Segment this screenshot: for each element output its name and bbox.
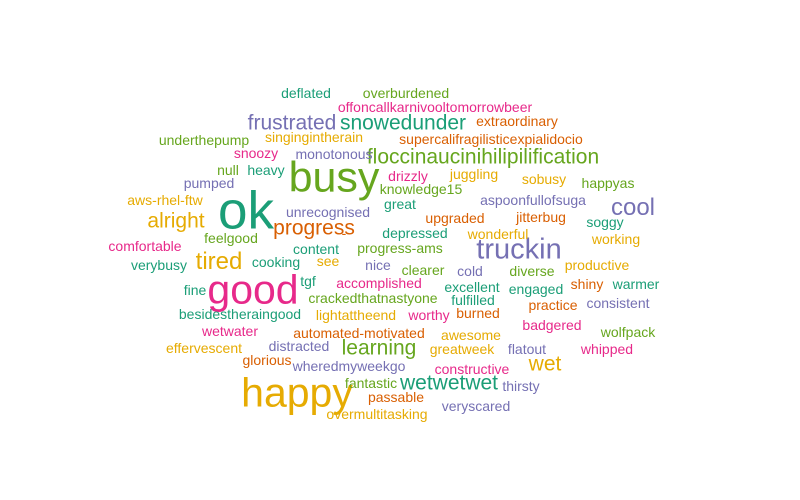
cloud-word: sobusy [521,171,567,187]
cloud-word: learning [341,336,417,360]
cloud-word: distracted [268,338,330,354]
cloud-word: busy [288,153,380,202]
cloud-word: passable [367,389,425,405]
cloud-word: soggy [586,214,624,230]
cloud-word: knowledge15 [379,181,463,197]
cloud-word: ok [218,181,274,241]
cloud-word: truckin [476,233,562,266]
cloud-word: shiny [570,276,604,292]
cloud-word: offoncallkarnivooltomorrowbeer [337,99,533,115]
cloud-word: wetwetwet [399,371,499,395]
cloud-word: awesome [441,327,501,343]
cloud-word: overburdened [362,85,450,101]
cloud-word: progress-ams [357,240,443,256]
cloud-word: aspoonfullofsuga [480,192,586,208]
cloud-word: engaged [508,281,564,297]
cloud-word: snoozy [233,145,279,161]
cloud-word: singingintherain [264,129,364,145]
cloud-word: progress [273,216,355,240]
cloud-word: feelgood [204,230,258,246]
cloud-word: lightattheend [315,307,397,323]
cloud-word: null [217,162,239,178]
cloud-word: deflated [281,85,331,101]
cloud-word: tired [195,248,243,275]
cloud-word: alright [147,209,205,233]
cloud-word: tgf [300,273,316,289]
cloud-word: depressed [382,225,448,241]
cloud-word: floccinaucinihilipilification [366,145,600,169]
cloud-word: overmultitasking [326,406,428,422]
cloud-word: constructive [434,361,510,377]
cloud-word: heavy [247,162,285,178]
cloud-word: badgered [522,317,582,333]
cloud-word: besidestheraingood [178,306,302,322]
cloud-word: content [293,241,339,257]
cloud-word: unrecognised [285,204,371,220]
cloud-word: crackedthatnastyone [308,290,438,306]
cloud-word: working [591,231,641,247]
cloud-word: cool [610,194,656,221]
cloud-word: diverse [509,263,555,279]
cloud-word: frustrated [247,111,337,135]
cloud-word: extraordinary [476,113,558,129]
cloud-word: flatout [507,341,547,357]
cloud-word: juggling [449,166,499,182]
cloud-word: see [316,253,340,269]
cloud-word: fulfilled [451,292,495,308]
cloud-word: cooking [251,254,301,270]
cloud-word: wheredmyweekgo [292,358,406,374]
cloud-word: cold [457,263,483,279]
cloud-word: monotonous [295,146,373,162]
cloud-word: wetwater [201,323,259,339]
cloud-word: fantastic [344,375,398,391]
cloud-word: wolfpack [600,324,656,340]
cloud-word: wet [528,352,562,376]
cloud-word: snowedunder [339,111,467,135]
cloud-word: veryscared [441,398,511,414]
cloud-word: upgraded [425,210,485,226]
cloud-word: thirsty [502,378,540,394]
cloud-word: great [384,196,416,212]
cloud-word: worthy [408,307,450,323]
cloud-word: effervescent [165,340,243,356]
cloud-word: greatweek [429,341,495,357]
cloud-word: productive [564,257,630,273]
cloud-word: pumped [183,175,235,191]
cloud-word: verybusy [130,257,188,273]
cloud-word: warmer [612,276,660,292]
cloud-word: whipped [580,341,634,357]
cloud-word: - [341,225,347,241]
cloud-word: consistent [586,295,650,311]
cloud-word: excellent [444,279,500,295]
cloud-word: underthepump [158,132,250,148]
cloud-word: automated-motivated [293,325,425,341]
cloud-word: supercalifragilisticexpialidocio [399,131,583,147]
cloud-word: happyas [581,175,635,191]
cloud-word: good [207,266,299,313]
cloud-word: accomplished [336,275,422,291]
cloud-word: glorious [242,352,292,368]
cloud-word: comfortable [108,238,182,254]
cloud-word: burned [456,305,500,321]
cloud-word: drizzly [388,168,428,184]
cloud-word: jitterbug [516,209,566,225]
cloud-word: happy [241,369,353,416]
cloud-word: wonderful [467,226,529,242]
cloud-word: nice [365,257,391,273]
cloud-word: clearer [401,262,445,278]
cloud-word: practice [528,297,578,313]
cloud-word: aws-rhel-ftw [127,192,203,208]
cloud-word: fine [183,282,207,298]
